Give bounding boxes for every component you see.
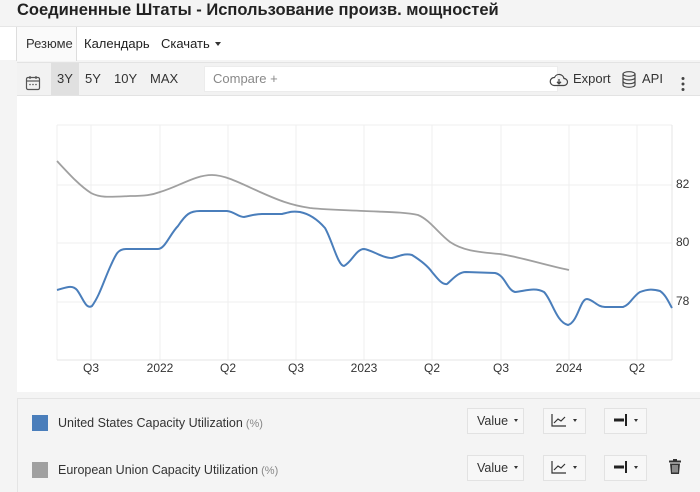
chevron-down-icon	[214, 41, 221, 46]
cloud-download-icon	[549, 73, 569, 86]
right-axis-icon	[614, 414, 627, 427]
x-tick: Q3	[492, 361, 509, 375]
series-legend: United States Capacity Utilization (%) Va…	[17, 398, 700, 492]
y-tick-80: 80	[676, 235, 690, 249]
tab-download[interactable]: Скачать	[161, 27, 221, 61]
page-title: Соединенные Штаты - Использование произв…	[17, 1, 499, 19]
series-label: United States Capacity Utilization	[58, 416, 243, 430]
value-select-label: Value	[477, 461, 509, 475]
x-tick: 2024	[555, 361, 583, 375]
trash-icon	[669, 459, 681, 474]
y-tick-82: 82	[676, 177, 690, 191]
x-tick: Q2	[219, 361, 236, 375]
x-tick: 2023	[350, 361, 378, 375]
chevron-down-icon	[514, 419, 519, 423]
tab-bar: Резюме Календарь Скачать	[0, 26, 700, 61]
series-unit: (%)	[245, 418, 263, 430]
series-unit: (%)	[261, 465, 279, 477]
chevron-down-icon	[634, 419, 638, 423]
chevron-down-icon	[634, 466, 638, 470]
line-chart-icon	[551, 414, 566, 427]
chart-type-select[interactable]	[543, 455, 586, 481]
range-10y-button[interactable]: 10Y	[114, 71, 138, 86]
chart-type-select[interactable]	[543, 408, 586, 434]
value-select[interactable]: Value	[467, 408, 524, 434]
y-tick-78: 78	[676, 294, 690, 308]
chevron-down-icon	[573, 419, 577, 423]
x-tick: Q3	[82, 361, 99, 375]
us-color-swatch[interactable]	[32, 415, 48, 431]
eu-series-line	[56, 160, 570, 271]
more-options-icon[interactable]	[681, 72, 685, 91]
legend-row-eu: European Union Capacity Utilization (%) V…	[18, 447, 700, 487]
tab-summary[interactable]: Резюме	[16, 27, 77, 61]
tab-calendar[interactable]: Календарь	[84, 36, 150, 51]
right-axis-icon	[614, 461, 627, 474]
eu-series-name: European Union Capacity Utilization (%)	[58, 463, 278, 477]
line-chart-icon	[551, 461, 566, 474]
api-label: API	[642, 71, 663, 86]
database-icon	[622, 71, 636, 88]
chart-area: 82 80 78 Q3 2022 Q2 Q3 2023 Q2 Q3 2024 Q…	[17, 96, 700, 392]
line-chart	[56, 124, 673, 361]
us-series-name: United States Capacity Utilization (%)	[58, 416, 263, 430]
chart-toolbar: 3Y 5Y 10Y MAX Compare + Export API	[17, 62, 700, 96]
x-tick: Q3	[287, 361, 304, 375]
legend-row-us: United States Capacity Utilization (%) Va…	[18, 400, 700, 440]
series-label: European Union Capacity Utilization	[58, 463, 259, 477]
export-label: Export	[573, 71, 611, 86]
export-button[interactable]: Export	[549, 63, 611, 95]
chevron-down-icon	[573, 466, 577, 470]
delete-series-button[interactable]	[669, 459, 681, 479]
compare-input[interactable]: Compare +	[204, 66, 558, 92]
axis-select[interactable]	[604, 455, 647, 481]
value-select-label: Value	[477, 414, 509, 428]
eu-color-swatch[interactable]	[32, 462, 48, 478]
range-max-button[interactable]: MAX	[150, 71, 179, 86]
value-select[interactable]: Value	[467, 455, 524, 481]
x-tick: Q2	[423, 361, 440, 375]
api-button[interactable]: API	[622, 63, 663, 95]
us-series-line	[56, 210, 673, 326]
range-5y-button[interactable]: 5Y	[85, 71, 101, 86]
x-tick: Q2	[628, 361, 645, 375]
calendar-icon[interactable]	[25, 71, 41, 91]
chevron-down-icon	[514, 466, 519, 470]
grid-lines	[56, 124, 673, 361]
tab-download-label: Скачать	[161, 36, 210, 51]
axis-select[interactable]	[604, 408, 647, 434]
x-tick: 2022	[146, 361, 174, 375]
range-3y-button[interactable]: 3Y	[51, 63, 79, 95]
